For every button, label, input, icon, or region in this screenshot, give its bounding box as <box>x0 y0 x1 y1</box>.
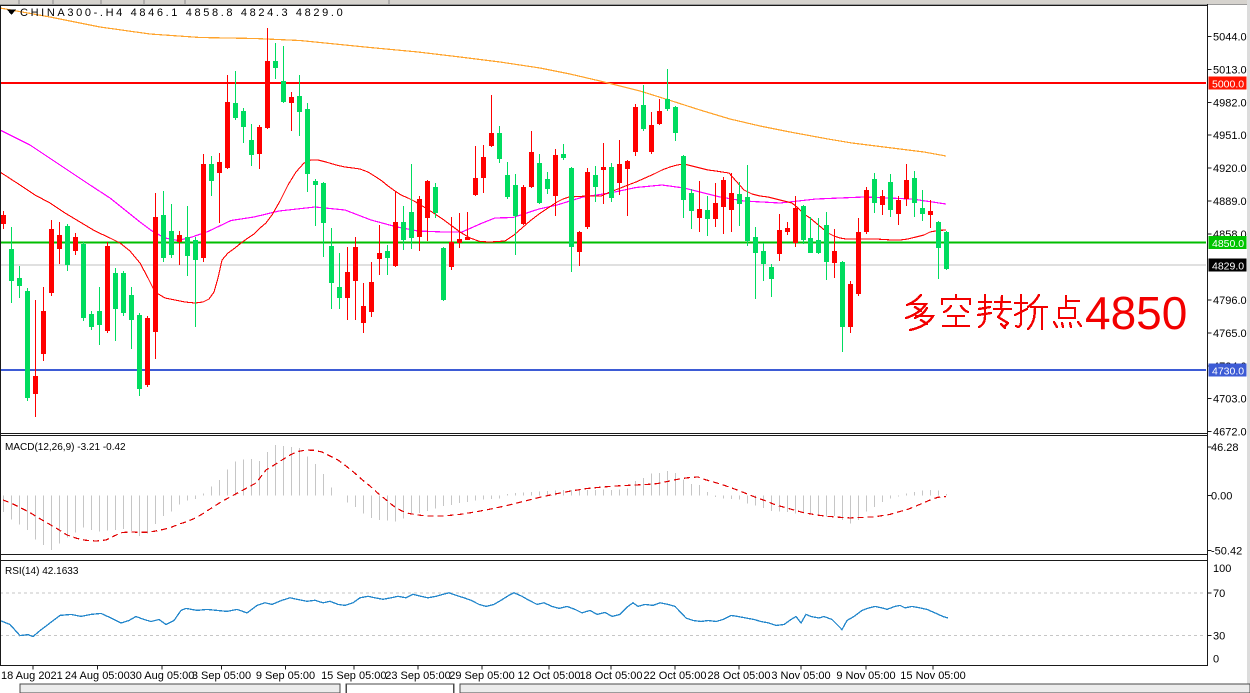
svg-text:4796.0: 4796.0 <box>1213 295 1247 307</box>
svg-text:100: 100 <box>1213 563 1231 575</box>
svg-text:18 Oct 05:00: 18 Oct 05:00 <box>580 670 643 682</box>
svg-text:4672.0: 4672.0 <box>1213 427 1247 439</box>
svg-text:5013.0: 5013.0 <box>1213 64 1247 76</box>
svg-text:9 Nov 05:00: 9 Nov 05:00 <box>836 670 895 682</box>
svg-text:23 Sep 05:00: 23 Sep 05:00 <box>385 670 450 682</box>
svg-text:12 Oct 05:00: 12 Oct 05:00 <box>518 670 581 682</box>
svg-text:0: 0 <box>1213 654 1219 666</box>
svg-text:24 Aug 05:00: 24 Aug 05:00 <box>65 670 130 682</box>
svg-text:4730.0: 4730.0 <box>1212 366 1244 378</box>
svg-text:15 Sep 05:00: 15 Sep 05:00 <box>321 670 386 682</box>
svg-text:-50.42: -50.42 <box>1211 545 1242 557</box>
svg-text:4920.0: 4920.0 <box>1213 163 1247 175</box>
svg-text:RSI(14) 42.1633: RSI(14) 42.1633 <box>5 566 79 577</box>
svg-text:CHINA300-.H4 4846.1 4858.8 48: CHINA300-.H4 4846.1 4858.8 4824.3 4829.0 <box>20 7 345 19</box>
svg-text:70: 70 <box>1213 588 1225 600</box>
svg-text:4765.0: 4765.0 <box>1213 328 1247 340</box>
svg-text:9 Sep 05:00: 9 Sep 05:00 <box>256 670 315 682</box>
svg-text:28 Oct 05:00: 28 Oct 05:00 <box>708 670 771 682</box>
svg-text:4850.0: 4850.0 <box>1212 238 1244 250</box>
svg-text:29 Sep 05:00: 29 Sep 05:00 <box>449 670 514 682</box>
svg-text:4982.0: 4982.0 <box>1213 97 1247 109</box>
svg-text:3 Sep 05:00: 3 Sep 05:00 <box>192 670 251 682</box>
svg-text:0.00: 0.00 <box>1211 491 1232 503</box>
svg-text:46.28: 46.28 <box>1211 442 1239 454</box>
svg-text:30: 30 <box>1213 631 1225 643</box>
svg-text:4850: 4850 <box>1085 287 1187 339</box>
svg-text:22 Oct 05:00: 22 Oct 05:00 <box>644 670 707 682</box>
svg-text:4703.0: 4703.0 <box>1213 394 1247 406</box>
svg-text:18 Aug 2021: 18 Aug 2021 <box>1 670 63 682</box>
svg-text:4889.0: 4889.0 <box>1213 196 1247 208</box>
svg-text:30 Aug 05:00: 30 Aug 05:00 <box>130 670 195 682</box>
svg-text:4829.0: 4829.0 <box>1212 260 1244 272</box>
svg-text:3 Nov 05:00: 3 Nov 05:00 <box>771 670 830 682</box>
svg-text:15 Nov 05:00: 15 Nov 05:00 <box>900 670 965 682</box>
svg-text:5000.0: 5000.0 <box>1212 79 1244 91</box>
svg-text:5044.0: 5044.0 <box>1213 31 1247 43</box>
svg-text:4951.0: 4951.0 <box>1213 130 1247 142</box>
svg-text:MACD(12,26,9) -3.21 -0.42: MACD(12,26,9) -3.21 -0.42 <box>5 442 126 453</box>
